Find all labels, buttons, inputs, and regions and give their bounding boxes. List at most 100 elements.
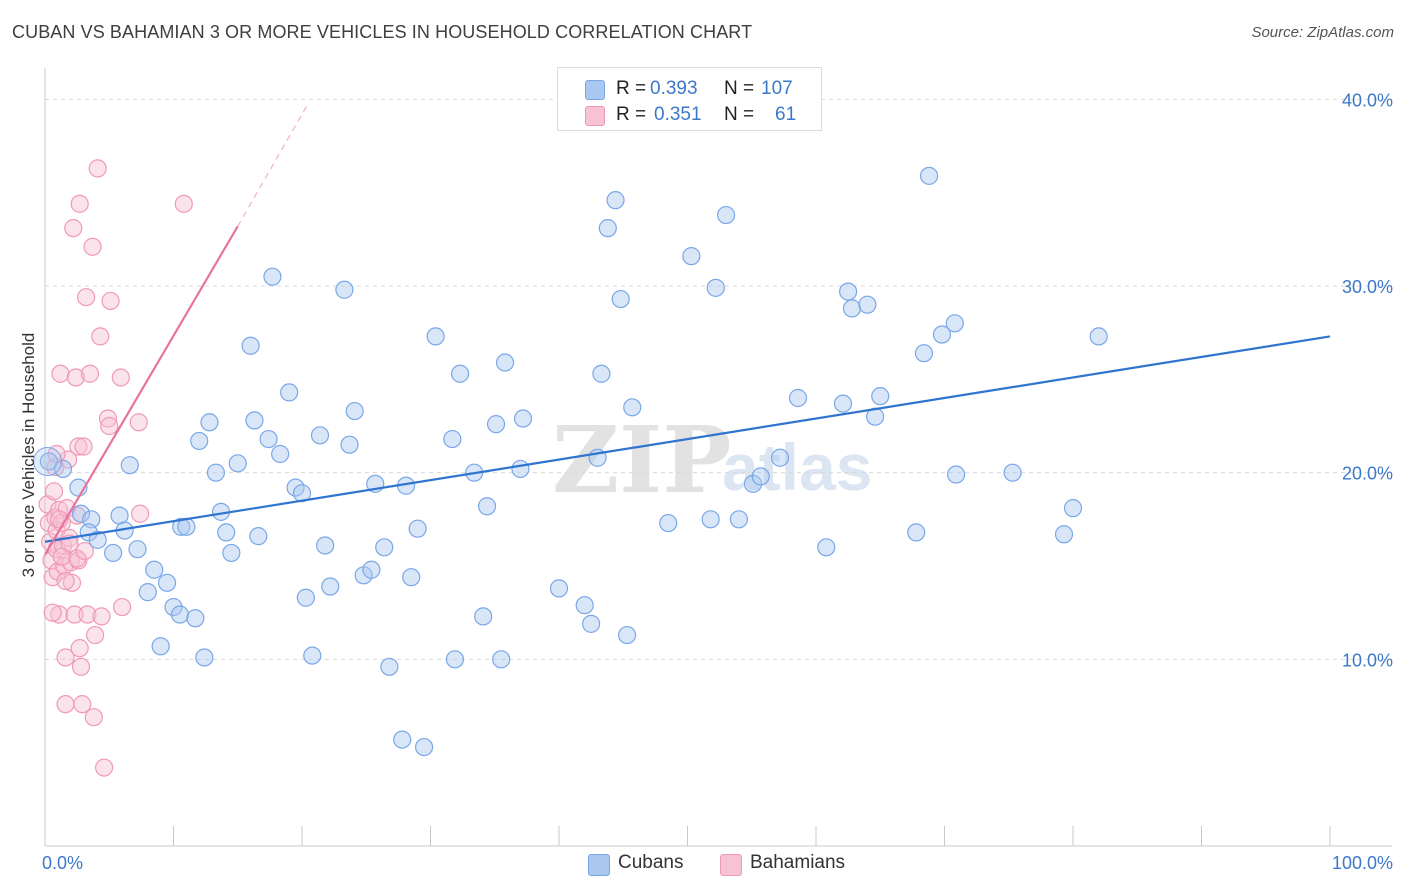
cuban-point xyxy=(492,650,511,669)
bahamian-point xyxy=(51,364,70,383)
bahamian-point xyxy=(68,549,87,568)
cuban-point xyxy=(682,247,701,266)
legend-r-value-bahamian: 0.351 xyxy=(654,104,702,125)
bahamian-point xyxy=(111,368,130,387)
legend-row-bahamian: R = 0.351 N = 61 xyxy=(558,102,821,128)
cuban-point xyxy=(1054,525,1074,544)
cuban-point xyxy=(408,519,427,538)
cuban-point xyxy=(788,388,808,408)
cuban-point xyxy=(340,435,359,454)
cuban-point xyxy=(138,583,157,602)
cuban-point xyxy=(513,409,533,428)
bahamian-point xyxy=(92,607,111,626)
bahamian-point xyxy=(74,437,93,456)
y-tick-label: 20.0% xyxy=(1342,464,1393,484)
axes xyxy=(44,68,1392,847)
y-tick-label: 40.0% xyxy=(1342,90,1393,110)
cuban-point xyxy=(296,588,315,607)
cuban-point xyxy=(606,191,625,210)
cuban-point xyxy=(743,474,763,493)
cuban-point xyxy=(817,538,836,557)
cuban-point xyxy=(280,383,299,402)
cuban-point xyxy=(310,426,330,445)
cuban-point xyxy=(450,364,470,383)
cuban-point xyxy=(474,607,493,626)
cuban-point xyxy=(402,568,421,587)
bahamian-point xyxy=(91,327,110,346)
cuban-point xyxy=(858,295,877,314)
bahamian-point xyxy=(174,194,193,213)
cuban-point xyxy=(206,463,226,482)
bahamian-point xyxy=(56,695,75,714)
source-label: Source: ZipAtlas.com xyxy=(1251,24,1394,41)
cuban-point xyxy=(249,527,268,546)
bahamian-point xyxy=(70,639,89,658)
bahamian-point xyxy=(59,450,78,469)
cuban-point xyxy=(245,411,264,430)
cuban-point xyxy=(170,605,190,624)
cuban-point xyxy=(151,637,170,656)
cuban-point xyxy=(549,579,569,598)
cuban-point xyxy=(575,596,594,615)
bahamian-point xyxy=(101,291,120,311)
cuban-point xyxy=(1003,463,1022,482)
cuban-point xyxy=(477,497,497,516)
cuban-point xyxy=(271,444,290,464)
bahamian-point xyxy=(73,695,92,714)
bahamian-point xyxy=(77,288,96,307)
bahamian-points xyxy=(38,159,193,777)
bahamian-point xyxy=(50,605,69,624)
cuban-point xyxy=(335,280,354,299)
cuban-point xyxy=(303,646,322,665)
cuban-point xyxy=(770,448,790,467)
bahamian-point xyxy=(65,605,84,624)
cuban-point xyxy=(871,387,890,406)
y-axis-label: 3 or more Vehicles in Household xyxy=(19,332,38,578)
legend-n-value-cuban: 107 xyxy=(761,78,793,99)
legend-n-label: N = xyxy=(724,78,755,99)
bahamian-point xyxy=(56,571,75,591)
bahamian-point xyxy=(56,648,75,667)
cuban-point xyxy=(172,517,191,536)
cuban-point xyxy=(945,314,964,333)
cuban-point xyxy=(71,504,91,523)
legend-r-label: R = xyxy=(616,78,647,99)
bahamian-point xyxy=(83,237,102,256)
cuban-point xyxy=(729,510,749,529)
cuban-point xyxy=(217,523,236,542)
bahamian-point xyxy=(80,364,100,383)
cuban-point xyxy=(316,536,335,555)
cuban-point xyxy=(393,730,412,749)
bahamian-point xyxy=(64,219,83,238)
cuban-points xyxy=(33,166,1108,757)
tick-labels: 10.0% 20.0% 30.0% 40.0% 0.0% 100.0% xyxy=(42,90,1393,873)
bahamian-point xyxy=(98,409,118,428)
cuban-point xyxy=(443,429,462,449)
bahamian-point xyxy=(75,541,94,561)
x-tick-label-min: 0.0% xyxy=(42,853,83,873)
bahamian-point xyxy=(71,657,91,676)
y-tick-label: 30.0% xyxy=(1342,277,1393,297)
bahamian-point xyxy=(95,758,114,777)
cuban-point xyxy=(321,577,340,596)
bahamian-point xyxy=(62,573,82,592)
cuban-point xyxy=(839,282,858,301)
cuban-point xyxy=(618,625,637,645)
trend-lines xyxy=(44,102,1331,556)
gridlines xyxy=(45,98,1392,660)
cuban-point xyxy=(701,510,720,529)
chart-title: CUBAN VS BAHAMIAN 3 OR MORE VEHICLES IN … xyxy=(12,22,753,42)
bahamian-point xyxy=(86,625,105,645)
cuban-point xyxy=(164,597,183,617)
cuban-point xyxy=(241,336,260,355)
cuban-point xyxy=(426,327,445,346)
cuban-point xyxy=(946,465,966,484)
cuban-point xyxy=(611,289,630,309)
cuban-point xyxy=(842,299,862,318)
cuban-point xyxy=(228,454,247,473)
cuban-point xyxy=(145,560,164,579)
cuban-point xyxy=(186,609,205,628)
cuban-point xyxy=(375,538,394,557)
legend-row-cuban: R = 0.393 N = 107 xyxy=(558,76,821,102)
